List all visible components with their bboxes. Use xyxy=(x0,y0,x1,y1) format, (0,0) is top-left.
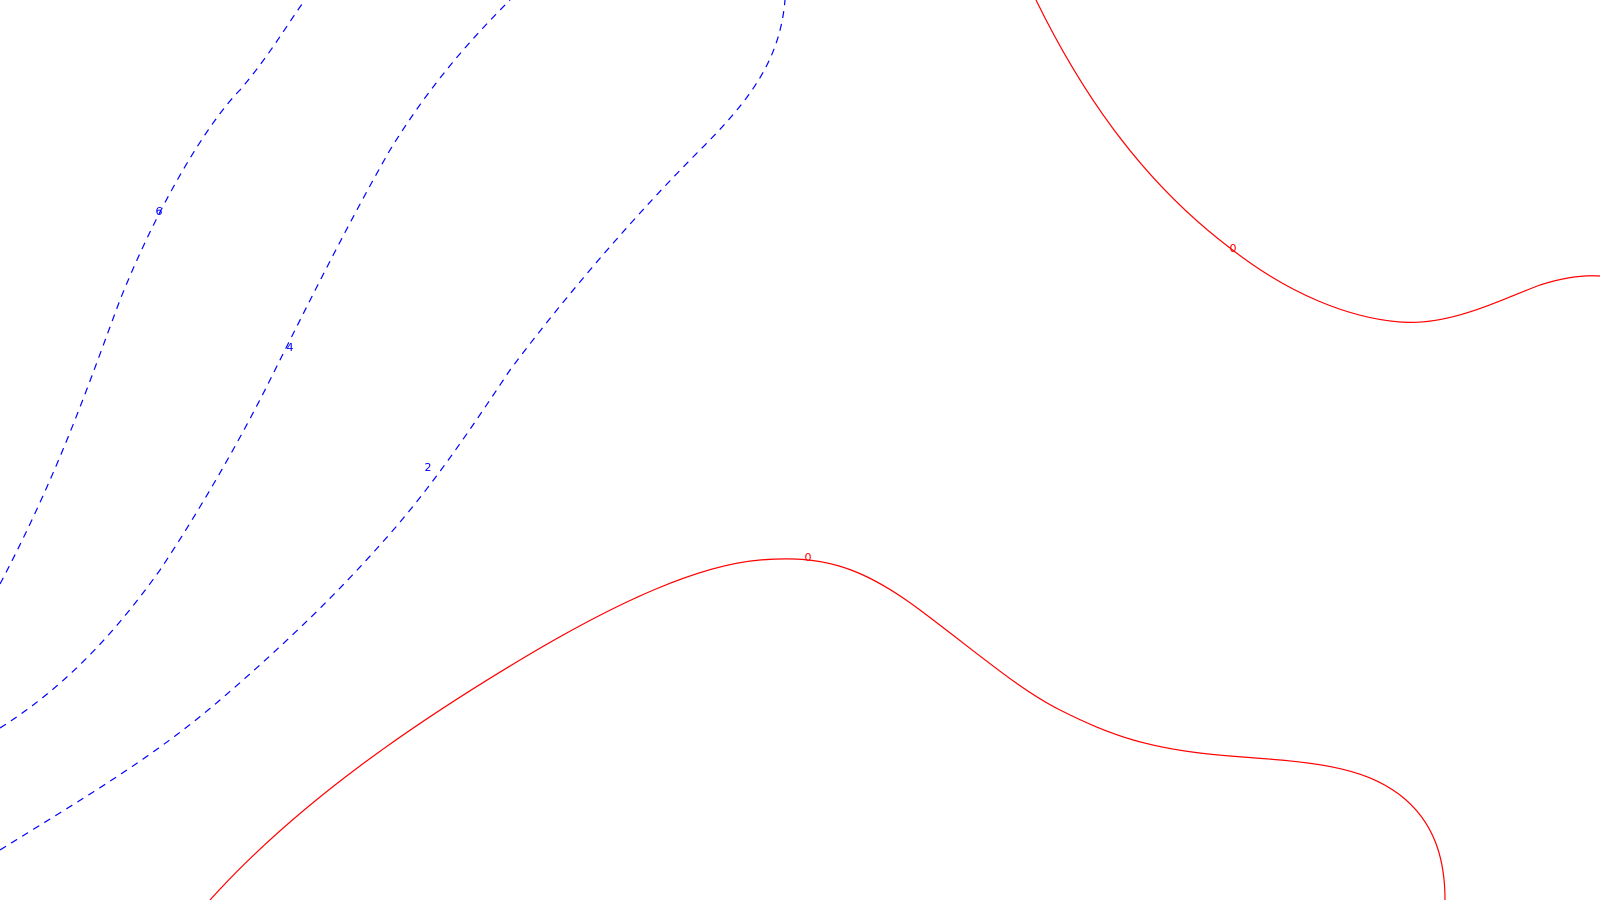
contour-line-4 xyxy=(0,0,511,729)
contour-line-0-upper xyxy=(1035,0,1600,324)
contour-label-0-lower: 0 xyxy=(805,551,812,564)
contour-line-2 xyxy=(0,0,786,851)
contour-label-0-upper: 0 xyxy=(1230,242,1237,255)
contour-label-2: 2 xyxy=(425,461,432,474)
contour-label-6: 6 xyxy=(156,205,163,218)
contour-line-0-lower xyxy=(209,558,1446,900)
contour-line-6 xyxy=(0,0,306,585)
contour-label-4: 4 xyxy=(287,341,294,354)
